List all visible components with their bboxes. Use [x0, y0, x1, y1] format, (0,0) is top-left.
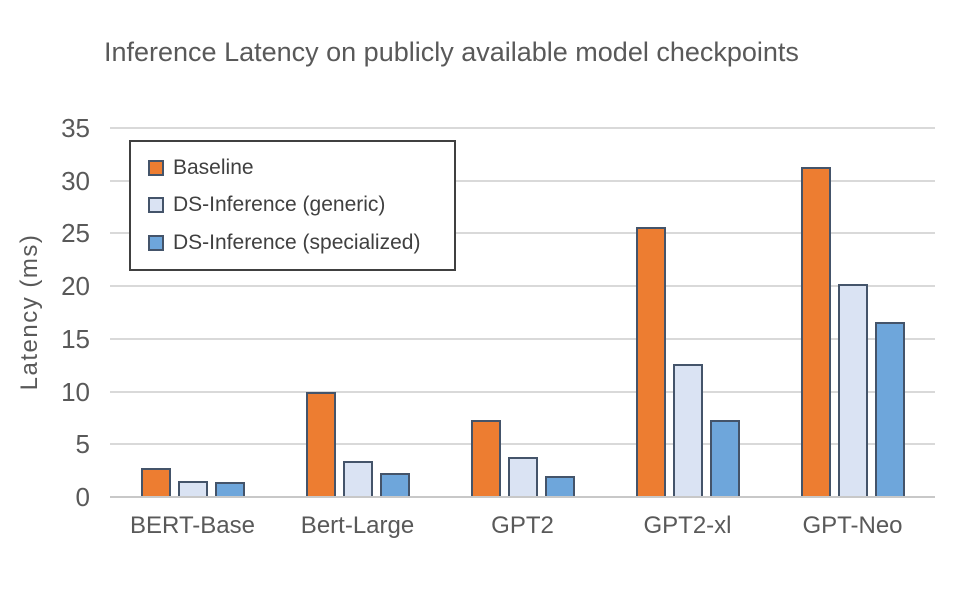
bar-group-GPT-Neo	[800, 167, 905, 496]
bar-group-BERT-Base	[140, 467, 245, 496]
legend-item: DS-Inference (specialized)	[148, 231, 450, 255]
bar-BERT-Base-DS-Inference (specialized)	[214, 482, 245, 496]
legend-label: DS-Inference (specialized)	[173, 231, 421, 255]
x-label-GPT2-xl: GPT2-xl	[643, 512, 732, 539]
plot-area	[110, 127, 935, 498]
x-label-BERT-Base: BERT-Base	[130, 512, 255, 539]
bar-GPT-Neo-DS-Inference (specialized)	[874, 322, 905, 496]
legend-label: Baseline	[173, 155, 254, 179]
gridline-15	[110, 337, 935, 340]
bar-GPT-Neo-Baseline	[800, 167, 831, 496]
y-tick-5: 5	[75, 429, 90, 460]
gridline-25	[110, 232, 935, 235]
x-axis-line	[110, 496, 935, 498]
bar-BERT-Base-Baseline	[140, 467, 171, 496]
gridline-20	[110, 285, 935, 288]
y-axis-title: Latency (ms)	[16, 233, 43, 391]
x-label-Bert-Large: Bert-Large	[300, 512, 415, 539]
y-tick-30: 30	[61, 165, 90, 196]
bar-Bert-Large-Baseline	[305, 391, 336, 496]
bar-GPT2-xl-Baseline	[635, 227, 666, 496]
y-tick-15: 15	[61, 323, 90, 354]
bar-GPT2-xl-DS-Inference (generic)	[672, 364, 703, 496]
chart-title: Inference Latency on publicly available …	[104, 37, 799, 67]
legend-item: DS-Inference (generic)	[148, 193, 450, 217]
legend-item: Baseline	[148, 156, 450, 180]
bar-Bert-Large-DS-Inference (generic)	[342, 461, 373, 496]
gridline-10	[110, 390, 935, 393]
gridline-30	[110, 179, 935, 182]
bar-GPT2-xl-DS-Inference (specialized)	[709, 420, 740, 496]
y-tick-10: 10	[61, 376, 90, 407]
y-tick-35: 35	[61, 113, 90, 143]
legend: Baseline DS-Inference (generic) DS-Inferen…	[129, 140, 456, 271]
bar-GPT2-DS-Inference (generic)	[507, 457, 538, 496]
bar-BERT-Base-DS-Inference (generic)	[177, 481, 208, 496]
bar-GPT-Neo-DS-Inference (generic)	[837, 284, 868, 496]
bar-group-Bert-Large	[305, 391, 410, 496]
gridline-35	[110, 127, 935, 129]
legend-swatch-icon	[148, 235, 164, 252]
legend-swatch-icon	[148, 159, 164, 176]
bar-GPT2-DS-Inference (specialized)	[544, 475, 575, 496]
y-tick-25: 25	[61, 218, 90, 249]
y-tick-20: 20	[61, 271, 90, 302]
legend-swatch-icon	[148, 197, 164, 214]
bar-GPT2-Baseline	[470, 420, 501, 496]
gridline-5	[110, 443, 935, 446]
legend-label: DS-Inference (generic)	[173, 193, 386, 217]
x-label-GPT-Neo: GPT-Neo	[802, 512, 903, 539]
bar-Bert-Large-DS-Inference (specialized)	[379, 472, 410, 496]
bar-group-GPT2	[470, 420, 575, 496]
bar-group-GPT2-xl	[635, 227, 740, 496]
x-label-GPT2: GPT2	[491, 512, 554, 539]
y-tick-0: 0	[75, 482, 90, 512]
